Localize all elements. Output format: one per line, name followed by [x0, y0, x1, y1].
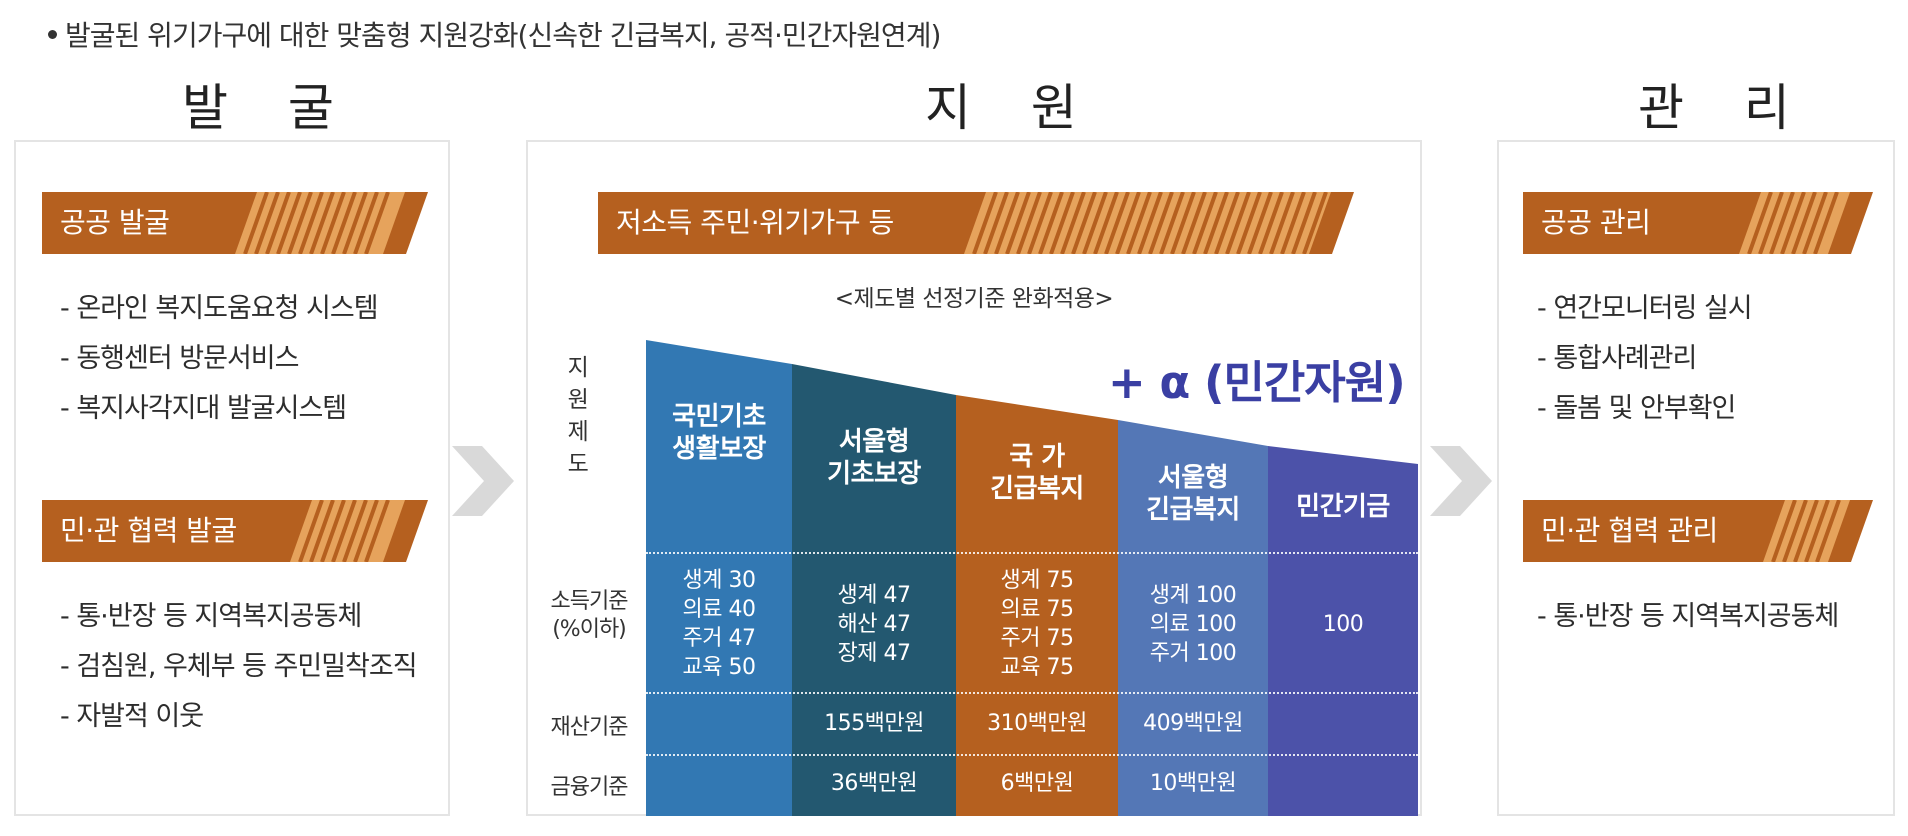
system-name: 서울형 기초보장 [827, 427, 921, 490]
system-name: 국민기초 생활보장 [672, 402, 766, 464]
support-systems-graphic [646, 340, 1418, 816]
banner-label: 공공 발굴 [60, 206, 170, 239]
income-criteria-value: 생계 75 의료 75 주거 75 교육 75 [1000, 568, 1074, 680]
intro-label: 발굴된 위기가구에 대한 맞춤형 지원강화(신속한 긴급복지, 공적·민간자원연… [65, 19, 941, 52]
vlabel-char: 원 [567, 387, 589, 413]
row-divider [646, 692, 1418, 694]
system-columns [646, 340, 1418, 816]
public-manage-list: - 연간모니터링 실시 - 통합사례관리 - 돌봄 및 안부확인 [1537, 284, 1753, 434]
banner-label: 민·관 협력 관리 [1541, 514, 1718, 547]
property-criteria-value: 409백만원 [1143, 711, 1243, 736]
public-manage-banner: 공공 관리 [1523, 192, 1873, 254]
private-public-manage-banner: 민·관 협력 관리 [1523, 500, 1873, 562]
income-criteria-value: 생계 47 해산 47 장제 47 [837, 582, 911, 666]
public-discover-list: - 온라인 복지도움요청 시스템 - 동행센터 방문서비스 - 복지사각지대 발… [60, 284, 379, 434]
vlabel-char: 도 [567, 451, 589, 477]
system-name: 서울형 긴급복지 [1146, 463, 1240, 526]
private-resource-label: + α (민간자원) [1108, 356, 1406, 409]
income-criteria-value: 100 [1322, 611, 1364, 637]
list-item: - 돌봄 및 안부확인 [1537, 393, 1736, 424]
property-criteria-value: 310백만원 [987, 711, 1087, 736]
income-criteria-label: 소득기준 (%이하) [540, 588, 638, 644]
support-title: 지 원 [925, 79, 1099, 137]
banner-label: 민·관 협력 발굴 [60, 514, 237, 547]
private-public-discover-banner: 민·관 협력 발굴 [42, 500, 428, 562]
discover-title: 발 굴 [182, 79, 356, 137]
banner-graphic [42, 192, 428, 254]
banner-graphic [598, 192, 1354, 254]
banner-label: 공공 관리 [1541, 206, 1651, 239]
support-panel: 저소득 주민·위기가구 등 <제도별 선정기준 완화적용> 지 원 제 도 소득… [526, 140, 1422, 816]
banner-graphic [1523, 192, 1873, 254]
list-item: - 검침원, 우체부 등 주민밀착조직 [60, 651, 418, 682]
support-target-banner: 저소득 주민·위기가구 등 [598, 192, 1354, 254]
private-manage-list: - 통·반장 등 지역복지공동체 [1537, 592, 1839, 642]
system-column [1268, 446, 1418, 816]
income-criteria-value: 생계 30 의료 40 주거 47 교육 50 [682, 568, 756, 680]
chevron-right-icon [1430, 446, 1492, 516]
system-name: 국 가 긴급복지 [990, 441, 1084, 504]
finance-criteria-value: 10백만원 [1149, 771, 1237, 796]
finance-criteria-value [1268, 754, 1418, 814]
list-item: - 통합사례관리 [1537, 343, 1697, 374]
system-column [1118, 420, 1268, 816]
income-criteria-value: 생계 100 의료 100 주거 100 [1149, 582, 1237, 666]
list-item: - 통·반장 등 지역복지공동체 [60, 601, 362, 632]
finance-criteria-label: 금융기준 [550, 775, 629, 800]
list-item: - 온라인 복지도움요청 시스템 [60, 293, 379, 324]
list-item: - 자발적 이웃 [60, 701, 204, 732]
row-divider [646, 754, 1418, 756]
vlabel-char: 지 [567, 355, 589, 381]
support-system-label: 지 원 제 도 [558, 352, 598, 480]
property-criteria-value [1268, 694, 1418, 754]
system-column [792, 364, 956, 816]
finance-criteria-value: 36백만원 [830, 771, 918, 796]
discover-panel: 공공 발굴 - 온라인 복지도움요청 시스템 - 동행센터 방문서비스 - 복지… [14, 140, 450, 816]
system-name: 민간기금 [1296, 491, 1390, 522]
property-criteria-value [646, 694, 792, 754]
row-divider [646, 552, 1418, 554]
intro-text: 발굴된 위기가구에 대한 맞춤형 지원강화(신속한 긴급복지, 공적·민간자원연… [48, 14, 941, 54]
manage-panel: 공공 관리 - 연간모니터링 실시 - 통합사례관리 - 돌봄 및 안부확인 민… [1497, 140, 1895, 816]
chevron-right-icon [452, 446, 514, 516]
system-column [956, 395, 1118, 816]
vlabel-char: 제 [567, 419, 589, 445]
list-item: - 통·반장 등 지역복지공동체 [1537, 601, 1839, 632]
system-column [646, 340, 792, 816]
banner-graphic [1523, 500, 1873, 562]
manage-title: 관 리 [1638, 79, 1812, 137]
public-discover-banner: 공공 발굴 [42, 192, 428, 254]
finance-criteria-value [646, 754, 792, 814]
banner-label: 저소득 주민·위기가구 등 [616, 206, 894, 239]
list-item: - 연간모니터링 실시 [1537, 293, 1753, 324]
income-criteria-text: 소득기준 (%이하) [550, 589, 629, 642]
private-discover-list: - 통·반장 등 지역복지공동체 - 검침원, 우체부 등 주민밀착조직 - 자… [60, 592, 418, 742]
property-criteria-label: 재산기준 [550, 715, 629, 740]
list-item: - 동행센터 방문서비스 [60, 343, 299, 374]
list-item: - 복지사각지대 발굴시스템 [60, 393, 347, 424]
property-criteria-value: 155백만원 [824, 711, 924, 736]
banner-graphic [42, 500, 428, 562]
finance-criteria-value: 6백만원 [1000, 771, 1074, 796]
bullet-dot-icon [48, 29, 57, 39]
criteria-subtitle: <제도별 선정기준 완화적용> [834, 286, 1114, 312]
